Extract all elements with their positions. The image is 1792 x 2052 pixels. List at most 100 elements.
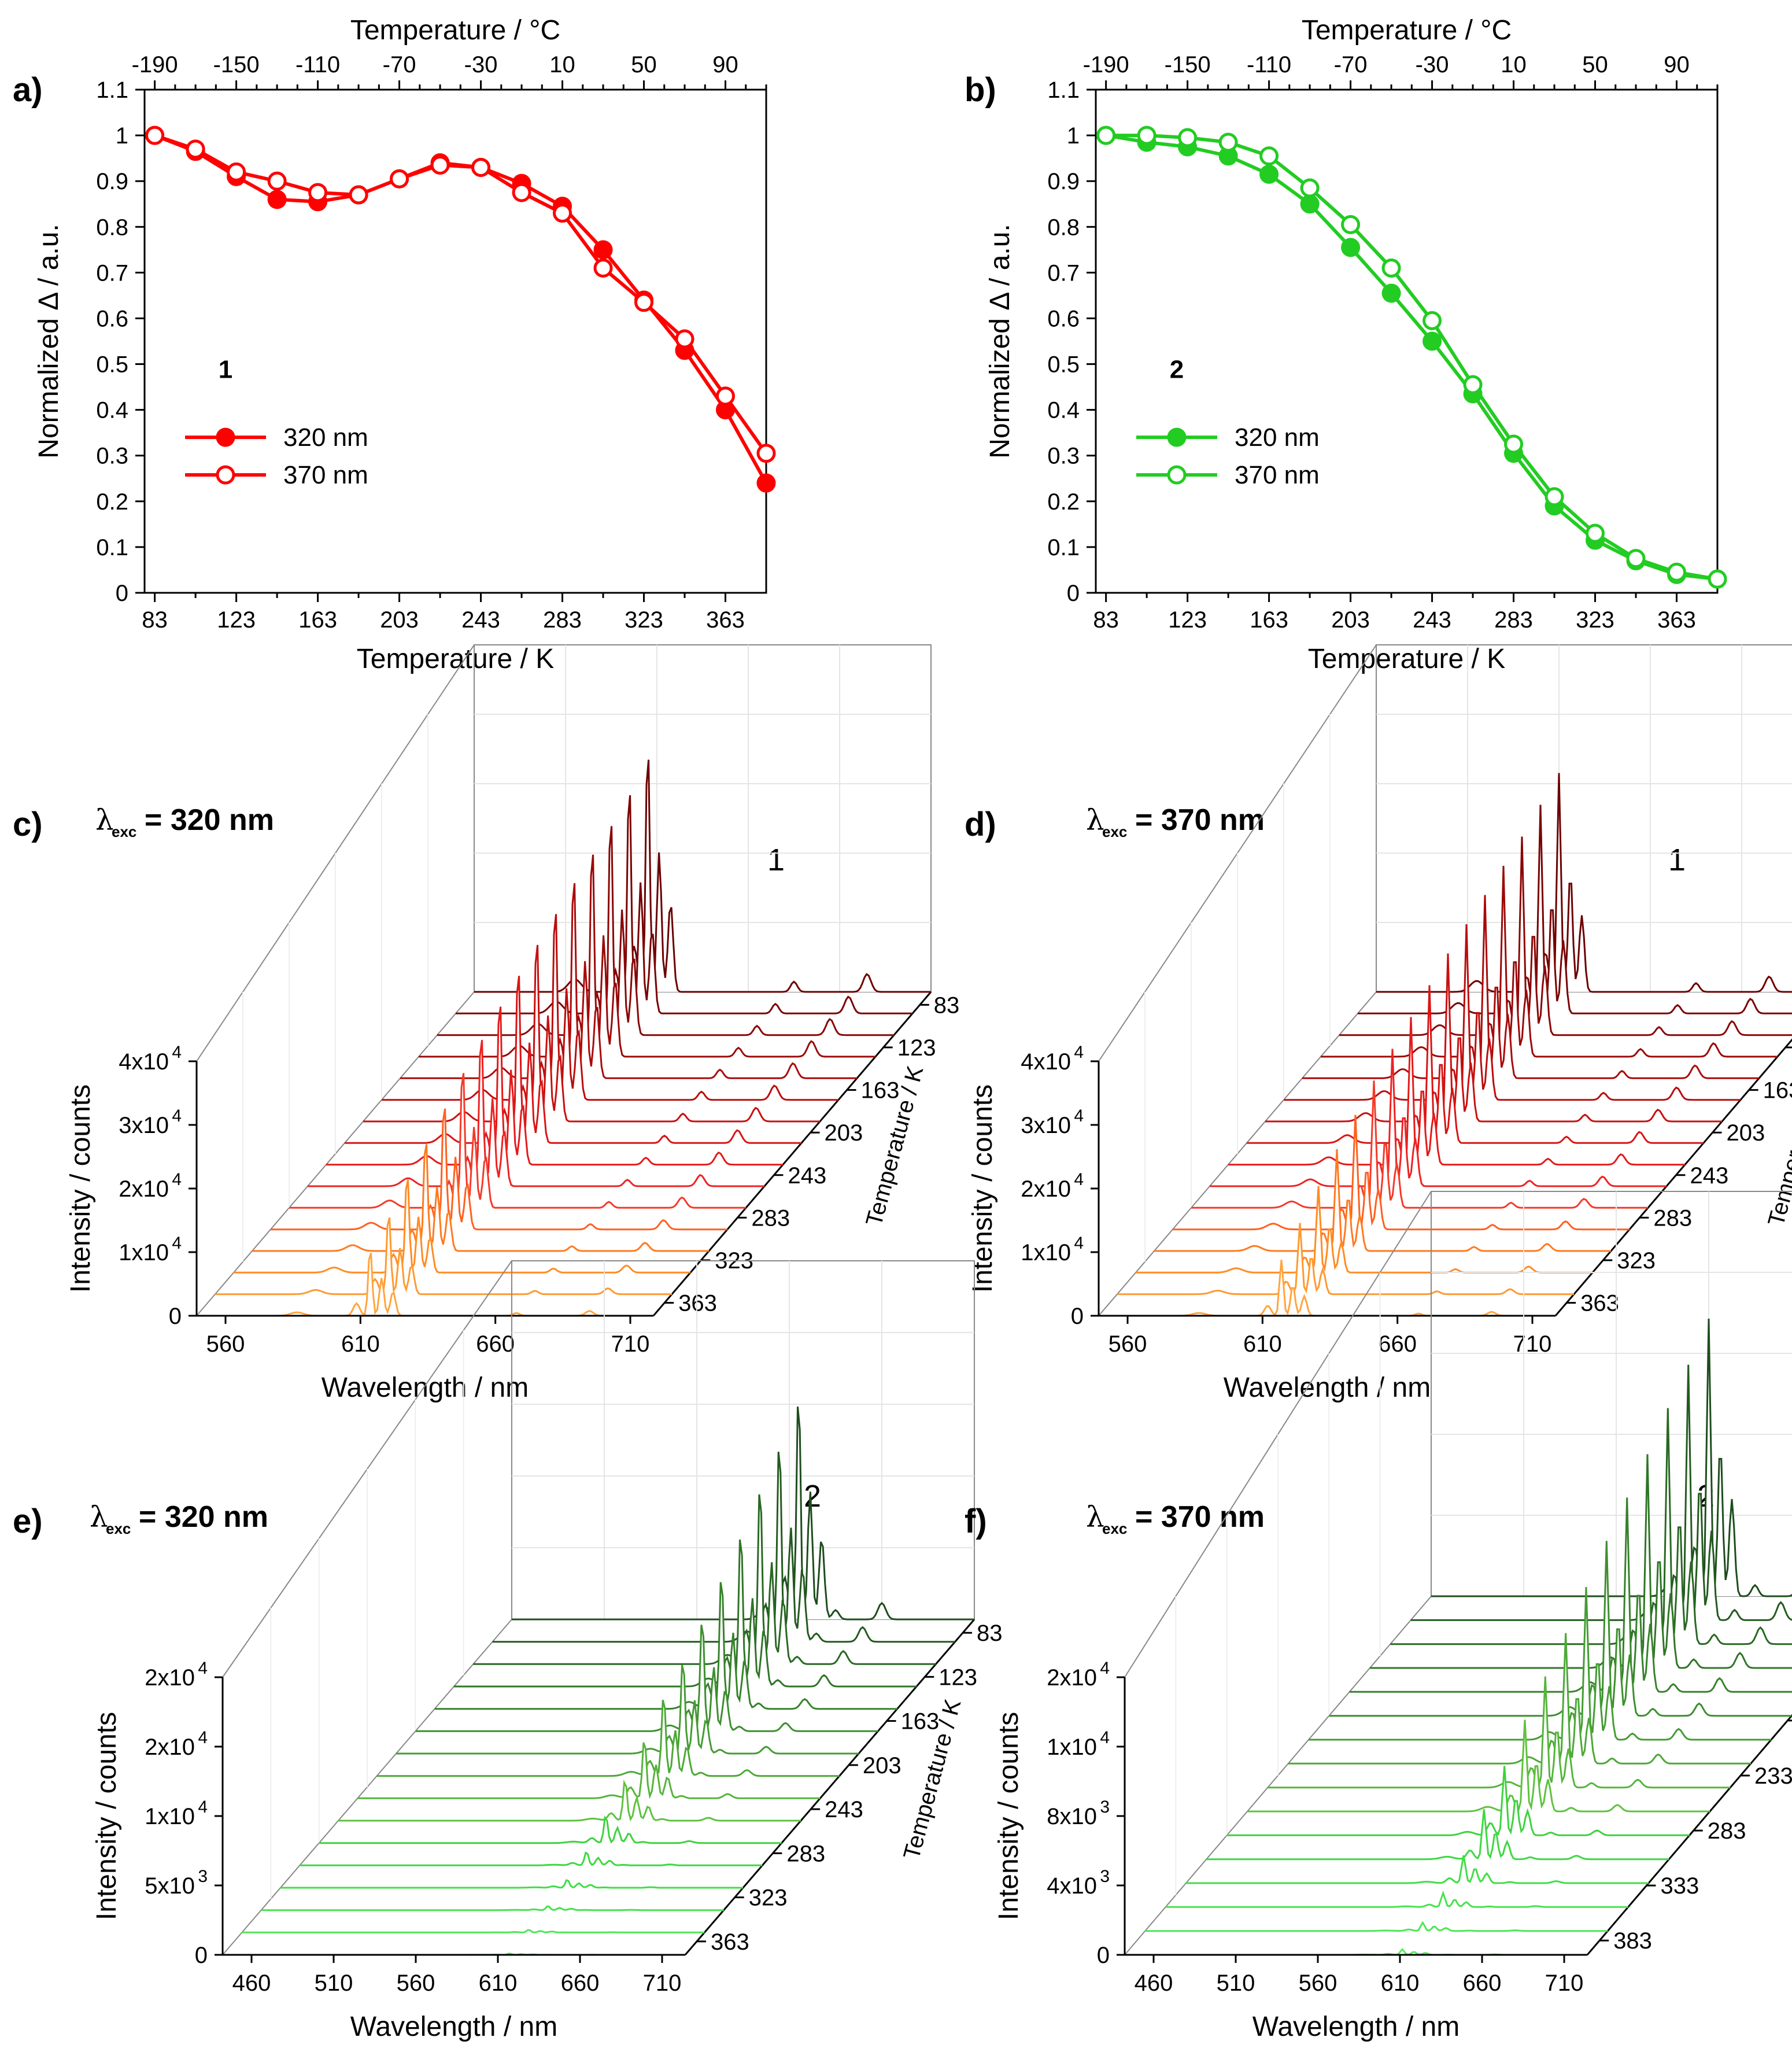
x2-tick-label: -110 <box>1247 52 1291 77</box>
x-axis-title: Wavelength / nm <box>1252 2012 1460 2042</box>
legend-label: 370 nm <box>1235 461 1320 489</box>
y-tick-label: 0.3 <box>1047 444 1080 469</box>
x-tick-label: 610 <box>1243 1331 1282 1357</box>
y-tick-label: 1x10 <box>145 1804 195 1829</box>
x2-axis-title: Temperature / °C <box>1302 15 1512 46</box>
x2-tick-label: 90 <box>1664 52 1690 77</box>
spectrum-trace <box>1309 1586 1771 1741</box>
excitation-symbol: λ <box>1086 803 1104 837</box>
y-tick-label: 0.6 <box>96 306 128 331</box>
data-point-370-nm <box>1545 487 1564 507</box>
panel-a: a) 83 123 163 203 243 283 323 363 -190 -150 -110 -70… <box>13 15 776 674</box>
x-tick-label: 203 <box>380 607 419 633</box>
spectrum-trace <box>1265 953 1722 1123</box>
plot-frame <box>143 88 767 594</box>
data-point-370-nm <box>267 171 287 191</box>
legend-marker <box>1167 427 1187 447</box>
trace-mask <box>1268 1676 1731 1788</box>
spectrum-trace <box>396 1665 859 1755</box>
data-point-320-nm <box>1422 331 1442 351</box>
y-tick-exponent: 4 <box>198 1659 208 1678</box>
trace-mask <box>1431 1319 1792 1596</box>
excitation-subscript: exc <box>112 823 136 840</box>
spectrum-trace <box>271 1108 727 1231</box>
data-point-370-nm <box>1463 375 1483 394</box>
data-point-370-nm <box>349 185 368 205</box>
z-tick-label: 83 <box>934 992 960 1018</box>
y-tick-label: 0 <box>195 1943 208 1968</box>
y-tick-exponent: 4 <box>1074 1106 1084 1125</box>
spectrum-trace <box>1339 836 1792 1036</box>
spectrum-trace <box>1321 865 1778 1058</box>
y-tick-label: 0.7 <box>1047 260 1080 286</box>
z-tick-label: 203 <box>825 1120 863 1146</box>
series-line-320-nm <box>1106 134 1718 581</box>
spectrum-trace <box>242 1929 705 1933</box>
z-axis <box>652 991 932 1316</box>
back-wall <box>474 644 932 992</box>
y-axis-title: Intensity / counts <box>65 1084 96 1293</box>
legend-label: 320 nm <box>1235 423 1320 452</box>
y-tick-label: 0 <box>1097 1943 1110 1968</box>
x-axis-title: Wavelength / nm <box>1224 1372 1431 1403</box>
x-tick-label: 560 <box>1299 1970 1337 1996</box>
excitation-subscript: exc <box>1102 1520 1127 1537</box>
y-tick-label: 0.5 <box>1047 352 1080 378</box>
legend-marker <box>216 465 235 485</box>
y-tick-label: 1x10 <box>1047 1734 1097 1760</box>
spectrum-trace <box>215 1217 672 1296</box>
data-point-370-nm <box>512 183 531 202</box>
spectrum-trace <box>261 1905 724 1911</box>
spectrum-trace <box>300 1851 763 1866</box>
y-tick-exponent: 4 <box>172 1234 182 1253</box>
x-tick-label: 163 <box>298 607 337 633</box>
y-tick-label: 0.7 <box>96 260 128 286</box>
data-point-320-nm <box>267 190 287 209</box>
y-tick-label: 1 <box>116 123 128 149</box>
excitation-value: = 370 nm <box>1135 803 1265 837</box>
compound-label: 1 <box>219 355 232 383</box>
data-point-370-nm <box>1300 178 1320 198</box>
x2-tick-label: -30 <box>464 52 498 77</box>
y-tick-exponent: 4 <box>172 1170 182 1189</box>
spectrum-trace <box>326 1006 783 1166</box>
x-tick-label: 83 <box>142 607 168 633</box>
y-tick-label: 0.2 <box>96 489 128 515</box>
data-point-320-nm <box>1259 164 1279 184</box>
x2-axis-title: Temperature / °C <box>350 15 560 46</box>
data-point-370-nm <box>1259 146 1279 166</box>
spectrum-trace <box>1284 924 1741 1101</box>
y-tick-exponent: 4 <box>198 1728 208 1747</box>
x-tick-label: 163 <box>1250 607 1288 633</box>
x2-tick-label: -70 <box>1334 52 1368 77</box>
x-tick-label: 323 <box>625 607 663 633</box>
spectrum-trace <box>456 795 912 1014</box>
spectrum-trace <box>1117 1223 1574 1296</box>
y-tick-label: 1.1 <box>96 77 128 103</box>
y-tick-label: 0.1 <box>96 535 128 560</box>
x-tick-label: 660 <box>1463 1970 1502 1996</box>
data-point-320-nm <box>1381 283 1401 303</box>
x-tick-label: 660 <box>561 1970 600 1996</box>
spectrum-trace <box>434 1582 897 1710</box>
data-point-370-nm <box>634 293 654 312</box>
z-tick-label: 243 <box>788 1163 826 1189</box>
x2-tick-label: -190 <box>132 52 178 77</box>
y-tick-exponent: 3 <box>1100 1798 1110 1817</box>
z-tick-label: 363 <box>678 1291 717 1316</box>
spectrum-trace <box>1226 1766 1690 1836</box>
spectrum-trace <box>252 1144 709 1252</box>
z-tick-label: 203 <box>1727 1120 1765 1146</box>
y-tick-label: 0.6 <box>1047 306 1080 331</box>
y-tick-exponent: 4 <box>1100 1728 1110 1747</box>
excitation-value: = 320 nm <box>145 803 274 837</box>
data-point-370-nm <box>1586 523 1605 543</box>
trace-mask <box>280 1880 743 1888</box>
spectrum-trace <box>382 914 838 1101</box>
spectrum-trace <box>1329 1541 1792 1717</box>
spectrum-trace <box>415 1625 878 1732</box>
y-tick-exponent: 4 <box>198 1798 208 1817</box>
spectrum-trace <box>308 1039 764 1187</box>
data-point-370-nm <box>593 258 613 278</box>
data-point-370-nm <box>471 157 491 177</box>
